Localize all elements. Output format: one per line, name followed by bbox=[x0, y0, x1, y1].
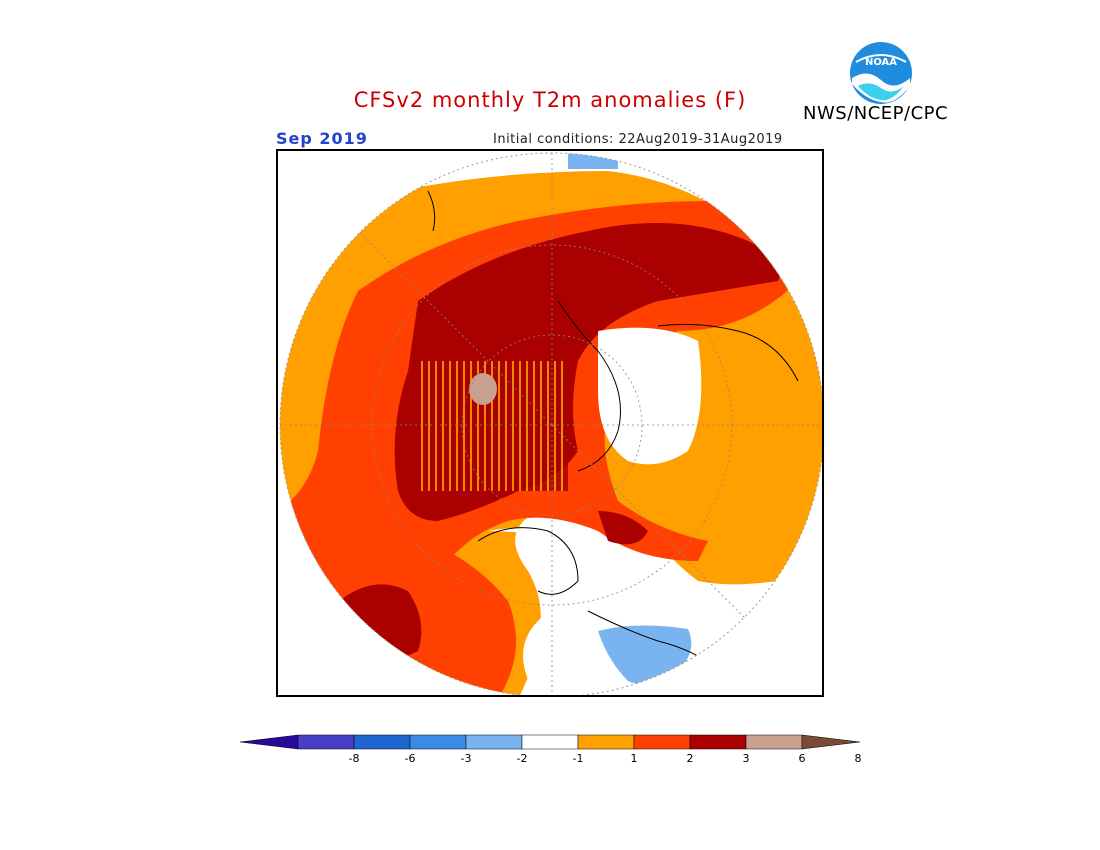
colorbar-bin bbox=[353, 734, 411, 750]
anomaly-3-6-siberia bbox=[598, 511, 648, 545]
color-legend bbox=[239, 733, 861, 773]
colorbar-bin bbox=[465, 734, 523, 750]
colorbar-tick-label: -3 bbox=[460, 752, 472, 765]
colorbar-tick-label: 8 bbox=[854, 752, 862, 765]
graticule bbox=[280, 153, 822, 695]
forecast-month: Sep 2019 bbox=[276, 129, 368, 148]
svg-text:NOAA: NOAA bbox=[865, 57, 897, 68]
colorbar-tick-label: -6 bbox=[404, 752, 416, 765]
neutral-land-greenland bbox=[488, 527, 606, 695]
colorbar-arrow-high bbox=[801, 734, 861, 750]
cool-anomaly-canada bbox=[598, 625, 692, 685]
colorbar-bin bbox=[689, 734, 747, 750]
colorbar-bin bbox=[745, 734, 803, 750]
colorbar-tick-label: 1 bbox=[630, 752, 638, 765]
colorbar-tick-label: -1 bbox=[572, 752, 584, 765]
colorbar-tick-label: 3 bbox=[742, 752, 750, 765]
colorbar-bin bbox=[577, 734, 635, 750]
colorbar-bin bbox=[409, 734, 467, 750]
map-horizon bbox=[279, 152, 822, 695]
colorbar-bin bbox=[297, 734, 355, 750]
anomaly-6-8-patch bbox=[469, 373, 497, 405]
neutral-land-europe bbox=[598, 327, 702, 465]
anomaly-1-2-east bbox=[618, 481, 822, 571]
colorbar-tick-label: -2 bbox=[516, 752, 528, 765]
noaa-logo: NOAA bbox=[848, 40, 914, 106]
colorbar-tick-label: 6 bbox=[798, 752, 806, 765]
colorbar-tick-label: 2 bbox=[686, 752, 694, 765]
initial-conditions-label: Initial conditions: 22Aug2019-31Aug2019 bbox=[493, 132, 783, 147]
agency-label: NWS/NCEP/CPC bbox=[803, 103, 949, 124]
polar-anomaly-map bbox=[276, 149, 824, 697]
colorbar-tick-label: -8 bbox=[348, 752, 360, 765]
colorbar-bin bbox=[521, 734, 579, 750]
chart-title: CFSv2 monthly T2m anomalies (F) bbox=[353, 88, 747, 112]
cool-anomaly-top bbox=[568, 153, 618, 169]
colorbar-arrow-low bbox=[239, 734, 299, 750]
colorbar-bin bbox=[633, 734, 691, 750]
